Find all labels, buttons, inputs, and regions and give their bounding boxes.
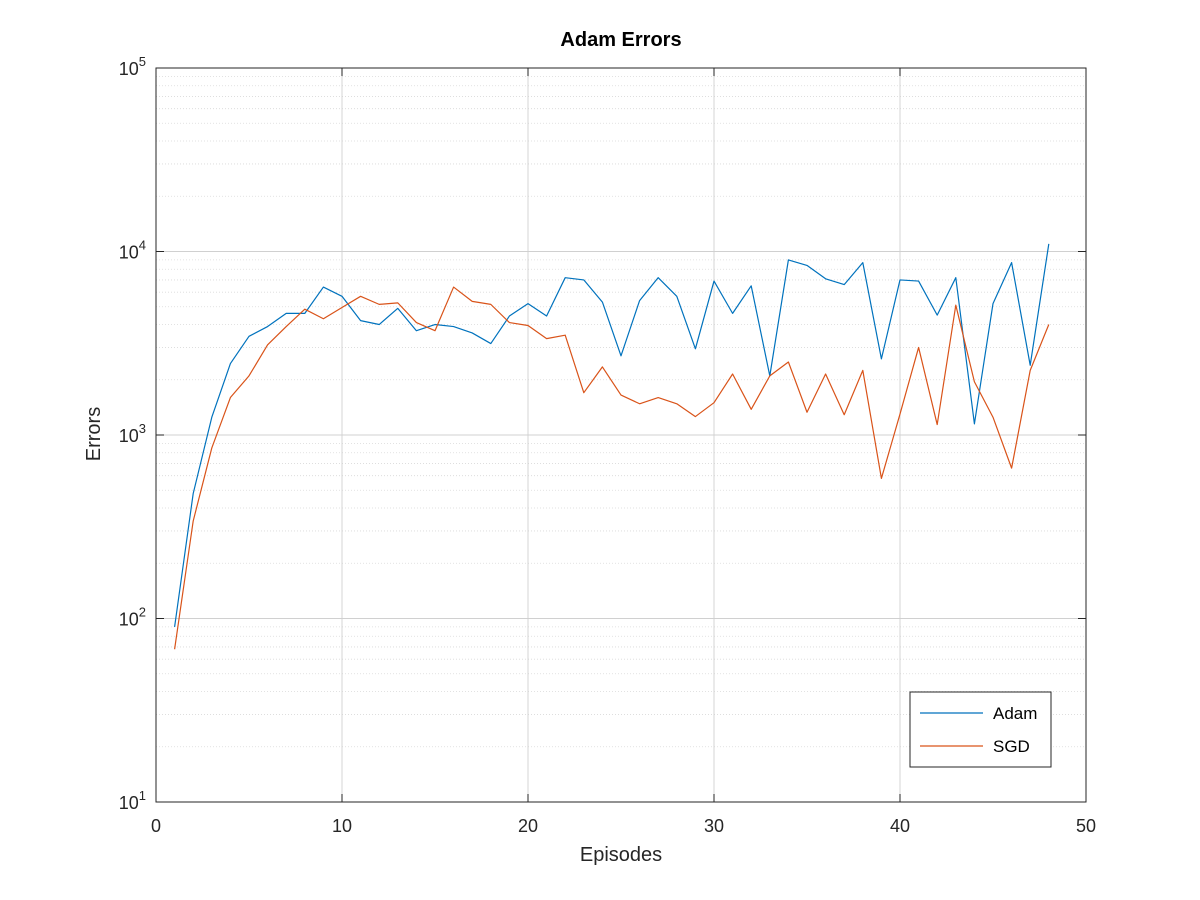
tick-labels: 0 10 20 30 40 50 101 102 103 104 105 — [119, 54, 1096, 836]
legend-label-adam: Adam — [993, 704, 1037, 723]
series-line-adam — [174, 243, 1050, 627]
x-tick-label: 10 — [332, 816, 352, 836]
y-tick-label: 104 — [119, 238, 146, 263]
x-tick-label: 40 — [890, 816, 910, 836]
x-tick-label: 50 — [1076, 816, 1096, 836]
chart-title: Adam Errors — [560, 29, 681, 51]
y-tick-label: 103 — [119, 421, 146, 446]
axis-ticks — [155, 67, 1087, 803]
y-tick-label: 102 — [119, 605, 146, 630]
y-tick-label: 105 — [119, 54, 146, 79]
legend: Adam SGD — [909, 691, 1052, 768]
legend-label-sgd: SGD — [993, 737, 1030, 756]
x-tick-label: 0 — [151, 816, 161, 836]
x-tick-label: 20 — [518, 816, 538, 836]
x-tick-label: 30 — [704, 816, 724, 836]
y-tick-label: 101 — [119, 788, 146, 813]
series-line-sgd — [174, 286, 1050, 650]
y-axis-label: Errors — [83, 407, 105, 461]
series-layer — [174, 243, 1050, 650]
legend-box — [909, 691, 1052, 768]
x-axis-label: Episodes — [580, 844, 662, 866]
